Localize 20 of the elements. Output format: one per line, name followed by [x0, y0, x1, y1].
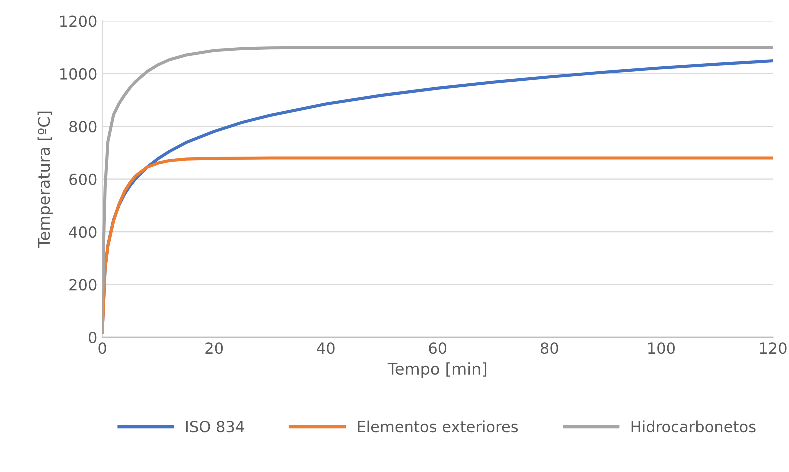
x-tick-label: 40 — [317, 342, 335, 354]
y-tick-label: 200 — [70, 279, 97, 291]
y-tick-label: 400 — [69, 226, 97, 238]
x-tick-label: 20 — [206, 342, 224, 354]
x-tick-label: 80 — [540, 342, 558, 354]
x-tick-label: 60 — [429, 342, 447, 354]
y-tick-label: 800 — [70, 121, 97, 133]
y-axis-title: Temperatura [ºC] — [38, 112, 54, 248]
x-tick-label: 120 — [760, 342, 787, 354]
y-tick-label: 1000 — [60, 68, 97, 80]
x-tick-label: 0 — [98, 342, 106, 354]
y-tick-label: 1200 — [60, 16, 97, 28]
x-tick-label: 100 — [648, 342, 676, 354]
legend-label: Hidrocarbonetos — [632, 420, 756, 433]
legend-label: ISO 834 — [186, 421, 244, 433]
x-axis-title: Tempo [min] — [388, 362, 487, 378]
y-tick-label: 600 — [70, 174, 97, 186]
line-series — [102, 156, 774, 334]
legend-label: Elementos exteriores — [358, 420, 518, 433]
y-tick-label: 0 — [88, 332, 97, 344]
